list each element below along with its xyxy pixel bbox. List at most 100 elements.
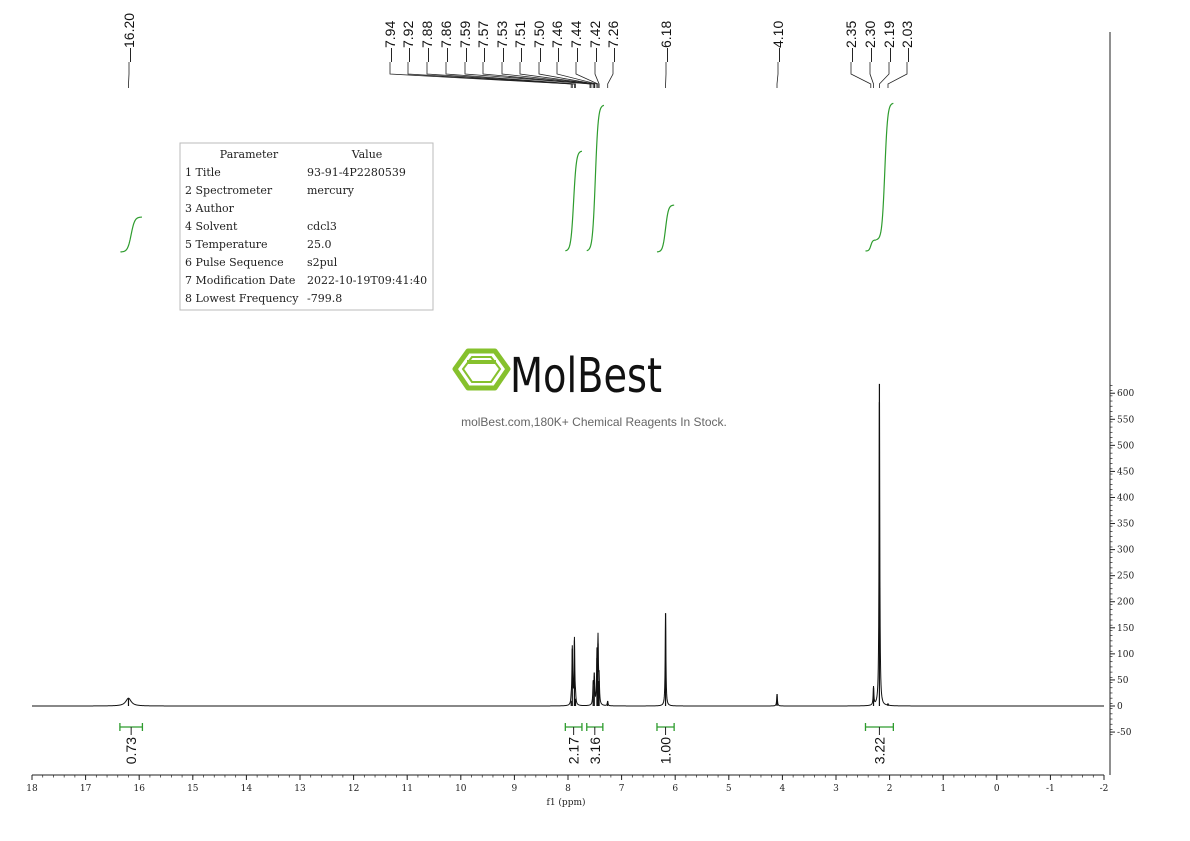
x-tick-label: 16 [133,784,145,794]
peak-label-leader [879,62,890,88]
x-tick-label: -2 [1100,784,1109,794]
y-tick-label: 50 [1117,676,1129,686]
peak-label-leader [128,62,130,88]
param-value: s2pul [307,256,338,269]
x-tick-label: 13 [294,784,306,794]
integral-curve [120,216,142,253]
peak-label-leader [594,62,600,88]
spectrum-line [32,402,1104,707]
y-tick-label: 0 [1117,702,1123,712]
param-label: 7 Modification Date [185,274,295,287]
peak-label-leader [519,62,595,88]
param-label: 8 Lowest Frequency [185,292,299,305]
param-value: 93-91-4P2280539 [307,166,406,179]
x-tick-label: 12 [348,784,359,794]
integral-curve [876,102,894,241]
param-label: 3 Author [185,202,235,215]
peak-label-leader [869,62,874,88]
peak-label: —2.19 [881,21,897,62]
integral-value: 0.73 [123,737,139,764]
param-label: 4 Solvent [185,220,238,233]
y-tick-label: 550 [1117,415,1134,425]
watermark-subtitle: molBest.com,180K+ Chemical Reagents In S… [461,415,727,429]
y-tick-label: 600 [1117,389,1134,399]
param-value: mercury [307,184,355,197]
peak-label-leader [426,62,575,88]
x-tick-label: 8 [565,784,571,794]
peak-label: —2.30 [862,21,878,62]
x-tick-label: 14 [241,784,253,794]
param-value: 2022-10-19T09:41:40 [307,274,427,287]
param-value: -799.8 [307,292,342,305]
y-tick-label: 400 [1117,493,1134,503]
x-tick-label: -1 [1046,784,1055,794]
peak-label: —7.42 [587,21,603,62]
x-axis-label: f1 (ppm) [547,797,586,808]
peak-label: —4.10 [770,21,786,62]
y-tick-label: 150 [1117,624,1134,634]
x-tick-label: 9 [512,784,518,794]
x-tick-label: 0 [994,784,1000,794]
peak-label: —7.57 [475,21,491,62]
logo-text: MolBest [510,348,662,404]
x-tick-label: 6 [672,784,678,794]
param-label: 1 Title [185,166,221,179]
x-tick-label: 1 [940,784,946,794]
y-tick-label: 200 [1117,598,1134,608]
y-tick-label: 450 [1117,467,1134,477]
y-tick-label: 250 [1117,572,1134,582]
integral-value: 3.22 [871,737,887,764]
integral-value: 2.17 [566,737,582,764]
integral-curve [865,239,877,252]
integral-curve [656,204,675,253]
integral-bars: 0.73 2.17 3.16 1.00 3.22 [119,723,895,764]
integral-curve [586,104,605,252]
x-tick-label: 17 [80,784,92,794]
peak-label-leader [407,62,573,88]
peak-labels: —16.20 —7.94 —7.92 —7.88 —7.86 —7.59 —7.57 —7.5… [121,13,915,88]
param-label: 6 Pulse Sequence [185,256,284,269]
peak-label-leader [575,62,599,88]
peak-label-leader [464,62,591,88]
peak-label-leader [556,62,598,88]
peak-label-leader [887,62,908,88]
peak-label: —7.88 [419,21,435,62]
peak-label-leader [538,62,596,88]
x-tick-label: 10 [455,784,467,794]
integral-curve [565,150,583,252]
y-tick-label: -50 [1117,728,1132,738]
peak-label: —7.51 [512,21,528,62]
y-tick-label: 350 [1117,520,1134,530]
peak-label: —7.92 [400,21,416,62]
peak-label-leader [501,62,594,88]
peak-label: —7.86 [438,21,454,62]
integral-value: 1.00 [658,737,674,764]
molbest-logo-icon [452,348,511,391]
y-tick-label: 500 [1117,441,1134,451]
y-tick-label: 100 [1117,650,1134,660]
peak-label: —7.94 [382,21,398,62]
peak-label-leader [850,62,872,88]
x-tick-label: 5 [726,784,732,794]
param-value: 25.0 [307,238,332,251]
param-header-parameter: Parameter [220,148,279,161]
peak-label-leader [776,62,779,88]
x-tick-label: 7 [619,784,625,794]
peak-label: —7.26 [605,21,621,62]
peak-label: —2.35 [843,21,859,62]
peak-label: —2.03 [899,21,915,62]
parameter-table-border [179,142,434,311]
peak-label-leader [482,62,592,88]
peak-label: —7.59 [457,21,473,62]
peak-label-leader [607,62,614,88]
param-header-value: Value [351,148,383,161]
peak-label: —6.18 [658,21,674,62]
x-tick-label: 18 [26,784,38,794]
spectrum [32,383,1104,707]
param-label: 5 Temperature [185,238,268,251]
integral-curves [120,102,894,253]
x-axis: 18 17 16 15 14 13 12 11 10 9 8 7 6 5 4 3 2 1 0 -1 -2 [26,774,1109,794]
param-value: cdcl3 [307,220,337,233]
